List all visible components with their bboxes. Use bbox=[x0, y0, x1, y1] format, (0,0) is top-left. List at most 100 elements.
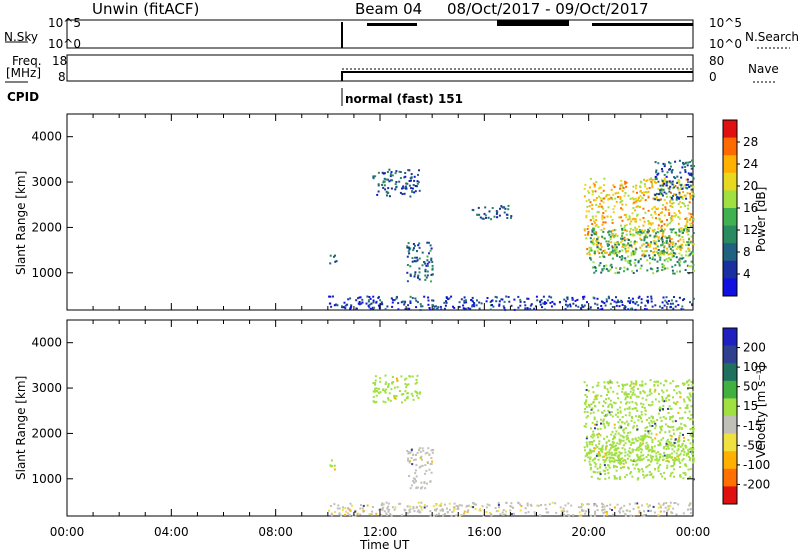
data-cell bbox=[634, 437, 637, 440]
data-cell bbox=[621, 237, 624, 240]
data-cell bbox=[668, 441, 671, 443]
data-cell bbox=[653, 384, 656, 387]
data-cell bbox=[679, 238, 682, 241]
data-cell bbox=[622, 436, 625, 439]
data-cell bbox=[611, 245, 614, 248]
data-cell bbox=[690, 216, 693, 218]
data-cell bbox=[624, 512, 627, 515]
data-cell bbox=[691, 159, 693, 162]
data-cell bbox=[429, 510, 432, 513]
data-cell bbox=[598, 432, 601, 435]
data-cell bbox=[588, 441, 591, 444]
data-cell bbox=[424, 452, 427, 455]
data-cell bbox=[666, 223, 669, 226]
data-cell bbox=[407, 383, 410, 386]
data-cell bbox=[608, 451, 611, 453]
y-tick-label: 4000 bbox=[31, 336, 62, 350]
data-cell bbox=[633, 458, 636, 461]
data-cell bbox=[610, 411, 613, 413]
data-cell bbox=[661, 189, 663, 192]
data-cell bbox=[687, 244, 690, 247]
data-cell bbox=[473, 302, 476, 304]
data-cell bbox=[488, 504, 491, 507]
data-cell bbox=[593, 504, 596, 507]
data-cell bbox=[592, 430, 595, 433]
data-cell bbox=[665, 448, 668, 450]
data-cell bbox=[684, 244, 687, 247]
data-cell bbox=[586, 454, 588, 456]
data-cell bbox=[587, 233, 589, 236]
data-cell bbox=[662, 188, 665, 191]
data-cell bbox=[670, 511, 673, 514]
data-cell bbox=[674, 177, 677, 180]
data-cell bbox=[367, 300, 370, 303]
data-cell bbox=[609, 503, 612, 506]
data-cell bbox=[452, 509, 455, 512]
data-cell bbox=[615, 430, 618, 433]
data-cell bbox=[414, 185, 417, 187]
data-cell bbox=[581, 509, 583, 511]
data-cell bbox=[642, 389, 645, 392]
data-cell bbox=[629, 384, 632, 387]
data-cell bbox=[680, 176, 683, 179]
data-cell bbox=[649, 234, 652, 237]
data-cell bbox=[595, 444, 597, 447]
data-cell bbox=[617, 196, 619, 198]
data-cell bbox=[606, 215, 609, 218]
data-cell bbox=[566, 298, 569, 301]
data-cell bbox=[644, 435, 647, 438]
data-cell bbox=[629, 397, 632, 399]
data-cell bbox=[678, 390, 681, 393]
data-cell bbox=[457, 505, 459, 508]
data-cell bbox=[631, 475, 634, 478]
data-cell bbox=[383, 177, 386, 180]
data-cell bbox=[430, 471, 433, 474]
data-cell bbox=[632, 425, 635, 428]
data-cell bbox=[551, 300, 554, 303]
data-cell bbox=[379, 377, 382, 380]
data-cell bbox=[432, 307, 435, 310]
data-cell bbox=[355, 299, 358, 302]
data-cell bbox=[664, 506, 667, 509]
power-colorbar-swatch bbox=[723, 190, 737, 209]
data-cell bbox=[667, 505, 670, 508]
data-cell bbox=[664, 423, 667, 426]
data-cell bbox=[691, 437, 694, 440]
data-cell bbox=[655, 457, 658, 460]
data-cell bbox=[647, 195, 650, 198]
data-cell bbox=[628, 407, 631, 410]
data-cell bbox=[386, 305, 389, 308]
data-cell bbox=[458, 514, 461, 517]
data-cell bbox=[675, 198, 678, 201]
data-cell bbox=[616, 392, 619, 395]
data-cell bbox=[669, 306, 672, 309]
data-cell bbox=[413, 191, 416, 194]
data-cell bbox=[417, 173, 419, 176]
data-cell bbox=[682, 453, 685, 456]
data-cell bbox=[675, 403, 677, 406]
data-cell bbox=[589, 177, 592, 180]
data-cell bbox=[435, 503, 438, 505]
data-cell bbox=[677, 385, 680, 388]
data-cell bbox=[684, 425, 687, 428]
data-cell bbox=[625, 435, 628, 438]
data-cell bbox=[680, 230, 683, 233]
data-cell bbox=[662, 204, 665, 207]
data-cell bbox=[687, 207, 689, 210]
data-cell bbox=[689, 508, 692, 511]
data-cell bbox=[330, 305, 333, 308]
data-cell bbox=[671, 180, 674, 183]
data-cell bbox=[604, 477, 607, 480]
data-cell bbox=[584, 455, 587, 458]
data-cell bbox=[385, 501, 388, 504]
data-cell bbox=[665, 184, 668, 187]
data-cell bbox=[463, 296, 466, 299]
data-cell bbox=[366, 504, 369, 507]
nsearch-label: N.Search bbox=[745, 30, 800, 44]
data-cell bbox=[691, 453, 694, 456]
data-cell bbox=[372, 390, 375, 393]
data-cell bbox=[686, 396, 689, 399]
data-cell bbox=[499, 207, 501, 210]
data-cell bbox=[634, 197, 637, 200]
data-cell bbox=[622, 187, 625, 190]
